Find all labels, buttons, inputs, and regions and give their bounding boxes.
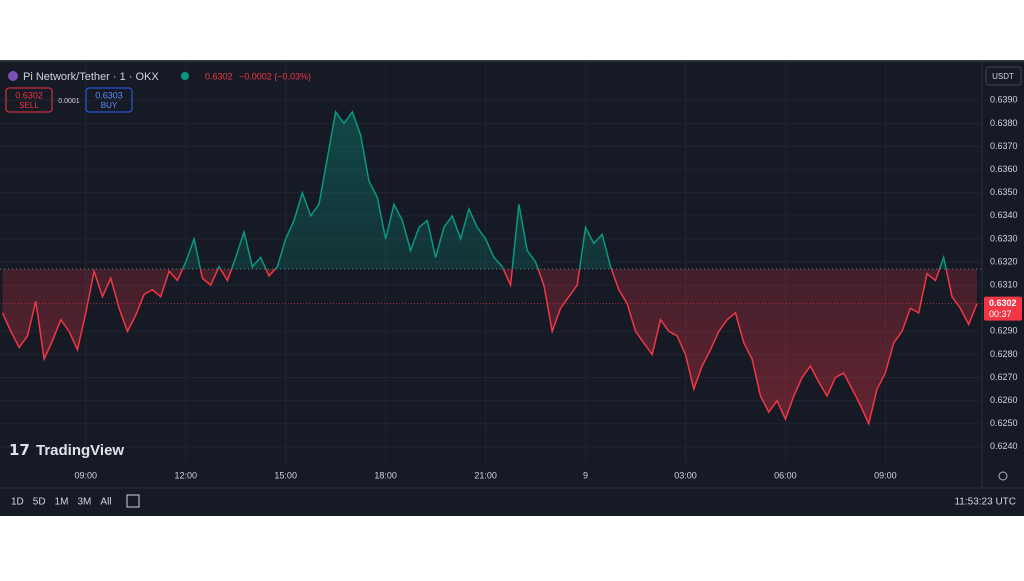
area-down (2, 268, 978, 424)
y-tick-label: 0.6350 (990, 187, 1018, 197)
range-button[interactable]: 5D (33, 497, 46, 508)
y-tick-label: 0.6370 (990, 141, 1018, 151)
last-price-tag (984, 296, 1022, 321)
countdown: 00:37 (989, 309, 1012, 319)
x-tick-label: 09:00 (75, 470, 98, 480)
y-tick-label: 0.6280 (990, 349, 1018, 359)
x-tick-label: 09:00 (874, 470, 897, 480)
top-border (0, 60, 1024, 62)
y-tick-label: 0.6250 (990, 418, 1018, 428)
currency[interactable]: USDT (992, 72, 1014, 81)
clock: 11:53:23 UTC (954, 497, 1016, 508)
range-button[interactable]: 1D (11, 497, 24, 508)
sell-button[interactable] (5, 87, 53, 113)
watermark: TradingView (36, 442, 124, 459)
buy-price[interactable]: 0.6303 (95, 90, 123, 100)
y-tick-label: 0.6330 (990, 233, 1018, 243)
plot (0, 62, 982, 463)
area-up (182, 111, 947, 269)
last-price-label: 0.6302 (989, 298, 1017, 308)
x-tick-label: 9 (583, 470, 588, 480)
line-up (93, 110, 947, 269)
range-button[interactable]: 3M (78, 497, 92, 508)
settings-icon[interactable] (998, 471, 1008, 481)
y-tick-label: 0.6290 (990, 326, 1018, 336)
x-tick-label: 21:00 (474, 470, 497, 480)
last-price: 0.6302 (205, 71, 233, 81)
y-tick-label: 0.6380 (990, 118, 1018, 128)
price-change: −0.0002 (−0.03%) (239, 71, 311, 81)
y-tick-label: 0.6320 (990, 256, 1018, 266)
symbol-icon (8, 71, 18, 81)
y-tick-label: 0.6260 (990, 395, 1018, 405)
y-tick-label: 0.6340 (990, 210, 1018, 220)
y-tick-label: 0.6390 (990, 95, 1018, 105)
y-tick-label: 0.6360 (990, 164, 1018, 174)
range-button[interactable]: All (100, 497, 111, 508)
currency-button[interactable] (985, 66, 1022, 86)
date-range-icon[interactable] (126, 494, 140, 508)
x-tick-label: 03:00 (674, 470, 697, 480)
x-tick-label: 15:00 (274, 470, 297, 480)
buy-button[interactable] (85, 87, 133, 113)
line-down (1, 268, 978, 427)
y-tick-label: 0.6270 (990, 372, 1018, 382)
buy-label[interactable]: BUY (101, 101, 118, 110)
range-bar: 1D 5D 1M 3M All (11, 497, 112, 508)
x-tick-label: 06:00 (774, 470, 797, 480)
watermark-logo: 𝟭𝟳 (9, 442, 30, 459)
y-tick-label: 0.6240 (990, 441, 1018, 451)
market-status (181, 72, 189, 80)
spread: 0.0001 (58, 98, 80, 105)
sell-label[interactable]: SELL (19, 101, 39, 110)
range-button[interactable]: 1M (55, 497, 69, 508)
x-tick-label: 18:00 (374, 470, 397, 480)
symbol: Pi Network/Tether · 1 · OKX (23, 71, 159, 83)
x-tick-label: 12:00 (174, 470, 197, 480)
y-tick-label: 0.6310 (990, 280, 1018, 290)
sell-price[interactable]: 0.6302 (15, 90, 43, 100)
